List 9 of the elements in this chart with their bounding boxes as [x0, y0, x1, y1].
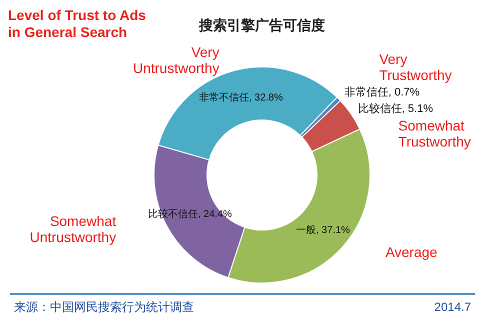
annotation: Somewhat Trustworthy [398, 118, 471, 150]
source: 来源：中国网民搜索行为统计调查 [14, 300, 194, 314]
subtitle: 搜索引擎广告可信度 [199, 17, 325, 33]
title: Level of Trust to Ads in General Search [8, 7, 146, 40]
annotation: Very Untrustworthy [133, 44, 220, 76]
annotation: Very Trustworthy [379, 51, 452, 84]
date: 2014.7 [434, 300, 471, 314]
annotation: Average [385, 244, 438, 260]
annotation: Somewhat Untrustworthy [30, 213, 116, 245]
